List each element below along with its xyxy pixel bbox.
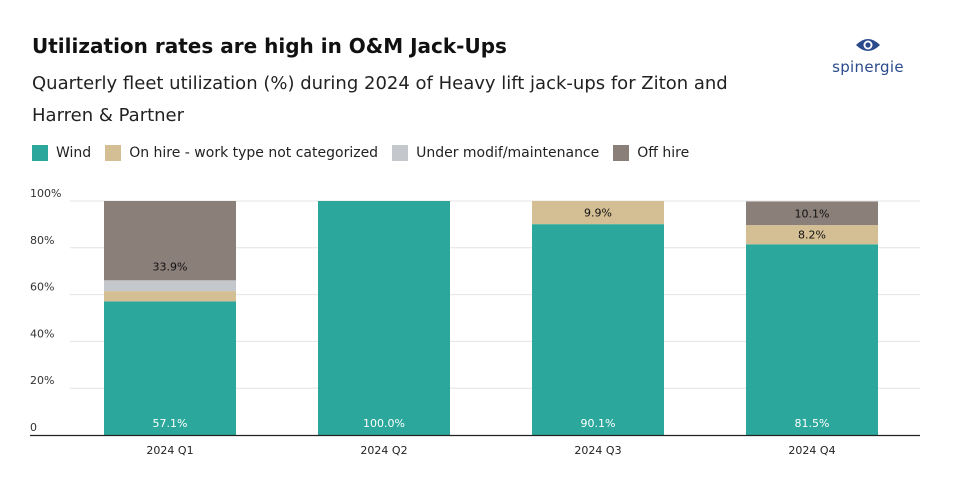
bar-segment-on-hire [532, 201, 664, 225]
data-label: 90.1% [581, 417, 616, 430]
x-tick-label: 2024 Q2 [360, 444, 407, 457]
legend-swatch-on-hire [105, 145, 122, 161]
legend-label-on-hire: On hire - work type not categorized [129, 145, 379, 161]
y-tick-label: 40% [30, 327, 54, 340]
bar-segment-modif [104, 280, 236, 292]
legend-swatch-wind [32, 145, 48, 161]
data-label: 10.1% [795, 207, 830, 220]
y-tick-label: 60% [30, 281, 54, 294]
legend-swatch-modif [392, 145, 409, 161]
bar-segment-wind [104, 301, 236, 435]
legend-item-on-hire: On hire - work type not categorized [105, 145, 378, 161]
bar-segment-wind [532, 224, 664, 435]
legend-label-modif: Under modif/maintenance [416, 145, 600, 161]
data-label: 9.9% [584, 207, 612, 220]
bar-segment-off-hire [746, 201, 878, 226]
legend-swatch-off-hire [613, 145, 630, 161]
bar-segment-wind [318, 201, 450, 435]
data-label: 100.0% [363, 417, 405, 430]
bar-segment-on-hire [746, 225, 878, 245]
stacked-bar-chart: 0 20% 40% 60% 80% 100% 57.1% 33.9% 2024 Q1 100.0%… [30, 187, 920, 457]
eye-icon [856, 39, 880, 51]
y-tick-label: 100% [30, 187, 61, 200]
legend-item-wind: Wind [32, 145, 91, 161]
bar-segment-on-hire [104, 291, 236, 302]
y-tick-label: 80% [30, 234, 54, 247]
legend: Wind On hire - work type not categorized… [32, 145, 703, 161]
data-label: 33.9% [153, 260, 188, 273]
data-label: 81.5% [795, 417, 830, 430]
y-tick-label: 20% [30, 374, 54, 387]
legend-label-wind: Wind [56, 145, 92, 161]
x-tick-label: 2024 Q1 [146, 444, 193, 457]
legend-item-modif: Under modif/maintenance [392, 145, 599, 161]
logo-text: spinergie [832, 58, 904, 76]
x-tick-label: 2024 Q4 [788, 444, 835, 457]
legend-item-off-hire: Off hire [613, 145, 689, 161]
x-tick-label: 2024 Q3 [574, 444, 621, 457]
y-tick-label: 0 [30, 421, 37, 434]
legend-label-off-hire: Off hire [637, 145, 690, 161]
bar-segment-off-hire [104, 201, 236, 281]
data-label: 8.2% [798, 229, 826, 242]
bar-segment-wind [746, 244, 878, 435]
data-label: 57.1% [153, 417, 188, 430]
chart-subtitle: Quarterly fleet utilization (%) during 2… [32, 73, 728, 126]
spinergie-logo: spinergie [818, 36, 918, 76]
chart-title: Utilization rates are high in O&M Jack-U… [32, 34, 507, 58]
